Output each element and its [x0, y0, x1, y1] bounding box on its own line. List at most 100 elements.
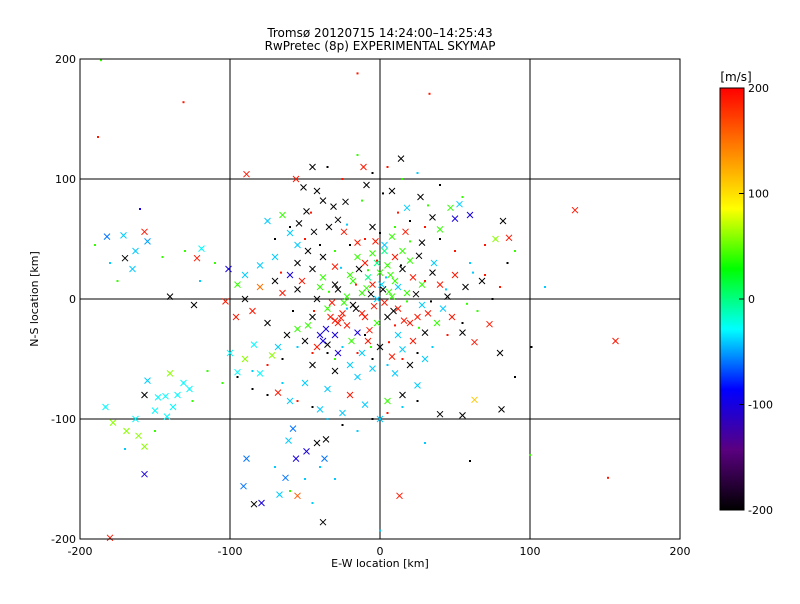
- data-point-stroke: [429, 269, 436, 276]
- data-point-dot: [607, 476, 609, 479]
- data-point-dot: [274, 238, 276, 240]
- data-point-stroke: [399, 346, 406, 353]
- data-point-stroke: [394, 283, 402, 291]
- data-point-stroke: [387, 271, 394, 279]
- data-point-dot: [346, 307, 348, 310]
- data-point-dot: [326, 418, 329, 420]
- data-point-cross: [412, 290, 420, 298]
- data-point-cross: [141, 228, 148, 236]
- data-point-stroke: [285, 437, 292, 444]
- data-point-dot: [544, 286, 546, 288]
- data-point-cross: [399, 265, 406, 273]
- data-point-dot: [296, 346, 299, 348]
- data-point-dot: [341, 178, 344, 180]
- data-point-cross: [225, 265, 232, 273]
- data-point-cross: [414, 382, 421, 389]
- data-point-dot: [454, 250, 456, 252]
- data-point-cross: [241, 271, 249, 279]
- data-point-stroke: [241, 355, 249, 363]
- data-point-cross: [243, 455, 250, 462]
- data-point-stroke: [193, 254, 201, 262]
- data-point-dot: [356, 72, 359, 75]
- data-point-cross: [430, 259, 438, 267]
- grid-lines: [80, 59, 680, 539]
- data-point-stroke: [324, 385, 331, 393]
- data-point-cross: [388, 187, 396, 195]
- data-point-dot: [431, 346, 434, 348]
- data-point-stroke: [346, 391, 354, 399]
- data-point-cross: [322, 325, 330, 333]
- data-point-stroke: [412, 290, 420, 298]
- data-point-stroke: [343, 293, 351, 300]
- data-point-cross: [612, 337, 619, 345]
- data-point-cross: [154, 394, 162, 401]
- data-point-dot: [266, 394, 269, 396]
- data-point-dot: [266, 364, 269, 366]
- data-point-stroke: [352, 305, 360, 312]
- data-point-stroke: [279, 289, 286, 297]
- data-point-stroke: [381, 241, 388, 249]
- data-point-stroke: [324, 305, 331, 312]
- data-point-dot: [386, 364, 389, 366]
- data-point-cross: [304, 322, 312, 329]
- data-point-cross: [321, 455, 328, 462]
- data-point-cross: [378, 281, 385, 288]
- data-point-cross: [354, 373, 361, 381]
- data-point-cross: [421, 329, 429, 336]
- data-point-stroke: [417, 193, 424, 201]
- data-point-dot: [401, 358, 404, 360]
- data-point-stroke: [418, 239, 426, 246]
- data-point-stroke: [151, 407, 159, 414]
- data-point-cross: [324, 341, 331, 348]
- data-point-stroke: [121, 254, 129, 262]
- data-point-cross: [141, 470, 148, 478]
- data-point-cross: [289, 425, 297, 432]
- data-point-stroke: [376, 415, 384, 423]
- data-point-cross: [444, 293, 451, 300]
- data-point-stroke: [180, 379, 187, 387]
- data-point-stroke: [286, 271, 294, 279]
- data-point-dot: [356, 430, 359, 432]
- data-point-cross: [190, 301, 198, 309]
- data-point-stroke: [264, 319, 271, 327]
- data-point-stroke: [399, 391, 406, 399]
- data-point-cross: [334, 349, 342, 357]
- data-point-cross: [241, 355, 249, 363]
- data-point-stroke: [241, 271, 249, 279]
- data-point-cross: [292, 175, 300, 183]
- data-point-cross: [327, 313, 334, 321]
- data-point-cross: [414, 313, 421, 321]
- data-point-stroke: [430, 259, 438, 267]
- data-point-cross: [390, 307, 397, 315]
- data-point-stroke: [243, 455, 250, 462]
- data-point-stroke: [361, 259, 369, 267]
- data-point-stroke: [433, 319, 441, 327]
- data-point-stroke: [448, 313, 456, 321]
- data-point-cross: [409, 274, 417, 281]
- data-point-cross: [330, 203, 337, 210]
- data-point-stroke: [313, 439, 321, 447]
- data-point-stroke: [384, 313, 391, 321]
- data-point-cross: [459, 412, 466, 419]
- data-point-dot: [94, 244, 96, 246]
- x-axis-ticks: -200 -100 0 100 200: [68, 59, 691, 558]
- data-point-dot: [386, 166, 389, 168]
- data-point-cross: [274, 389, 282, 396]
- data-point-stroke: [418, 281, 426, 288]
- data-point-cross: [367, 290, 375, 298]
- data-point-stroke: [294, 325, 301, 333]
- data-point-cross: [198, 245, 205, 252]
- data-point-dot: [461, 322, 464, 324]
- data-point-cross: [322, 436, 330, 443]
- data-point-stroke: [462, 283, 469, 291]
- data-point-cross: [366, 326, 373, 334]
- data-point-dot: [334, 478, 336, 480]
- data-point-stroke: [258, 499, 265, 507]
- data-point-cross: [462, 283, 469, 291]
- data-point-dot: [367, 269, 369, 272]
- data-point-cross: [492, 235, 499, 243]
- data-point-dot: [416, 400, 419, 402]
- data-point-stroke: [268, 352, 276, 359]
- data-point-stroke: [250, 500, 258, 508]
- data-point-cross: [334, 319, 342, 327]
